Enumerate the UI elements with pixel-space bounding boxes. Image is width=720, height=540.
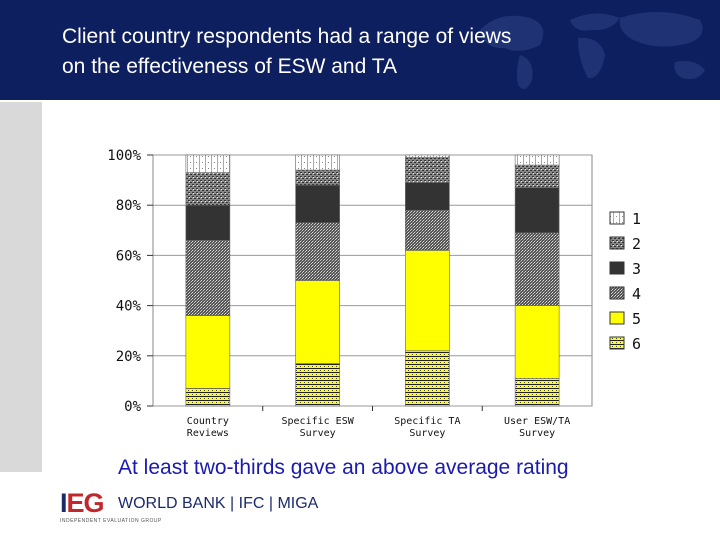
bar-segment: [514, 187, 560, 234]
y-tick-label: 0%: [124, 399, 141, 415]
legend-swatch: [609, 336, 625, 350]
bar-segment: [405, 250, 450, 352]
legend-label: 5: [632, 310, 641, 328]
world-map-watermark: [480, 11, 705, 89]
bar-segment: [514, 378, 560, 407]
x-category-label: Specific ESW: [282, 416, 355, 427]
x-category-label: Survey: [519, 428, 555, 439]
x-category-label: User ESW/TA: [504, 416, 570, 427]
y-tick-label: 20%: [116, 349, 142, 365]
bar-segment: [405, 350, 450, 407]
legend-label: 1: [632, 210, 641, 228]
legend-swatch: [609, 211, 625, 225]
bar-segment: [185, 204, 231, 241]
bar-segment: [295, 184, 340, 224]
y-tick-label: 80%: [116, 198, 142, 214]
y-tick-label: 60%: [116, 248, 142, 264]
bar-segment: [514, 232, 560, 306]
ieg-logo-letters-eg: EG: [66, 488, 105, 518]
bar-segment: [295, 222, 340, 281]
slide-title: Client country respondents had a range o…: [62, 22, 662, 82]
bar-segment: [185, 388, 231, 407]
slide-title-line-2: on the effectiveness of ESW and TA: [62, 55, 398, 78]
legend-swatch: [609, 286, 625, 300]
bar-segment: [514, 154, 560, 166]
bar-segment: [405, 182, 450, 211]
legend-label: 4: [632, 285, 641, 303]
bar-segment: [514, 164, 560, 188]
ieg-logo: IEG WORLD BANK | IFC | MIGA INDEPENDENT …: [60, 488, 360, 528]
world-bank-group-text: WORLD BANK | IFC | MIGA: [118, 495, 319, 512]
ieg-logo-mark: IEG: [60, 488, 105, 519]
slide-title-line-1: Client country respondents had a range o…: [62, 25, 512, 48]
bar-segment: [295, 280, 340, 364]
bar-segment: [185, 240, 231, 316]
legend-label: 2: [632, 235, 641, 253]
x-category-label: Country: [187, 416, 229, 427]
x-category-label: Survey: [300, 428, 336, 439]
ieg-logo-subtitle: INDEPENDENT EVALUATION GROUP: [60, 518, 162, 524]
x-category-label: Reviews: [187, 428, 229, 439]
bar-segment: [405, 154, 450, 158]
legend-swatch: [609, 261, 625, 275]
y-tick-label: 40%: [116, 299, 142, 315]
legend-label: 6: [632, 335, 641, 353]
bar-segment: [295, 363, 340, 407]
x-category-label: Survey: [409, 428, 445, 439]
bar-segment: [185, 172, 231, 206]
bar-segment: [185, 154, 231, 173]
bar-segment: [295, 154, 340, 171]
bar-segment: [185, 315, 231, 389]
bar-segment: [295, 169, 340, 186]
bar-segment: [514, 305, 560, 379]
x-category-label: Specific TA: [394, 416, 460, 427]
bar-segment: [405, 209, 450, 251]
y-tick-label: 100%: [107, 148, 141, 164]
legend-swatch: [609, 236, 625, 250]
legend-swatch: [609, 311, 625, 325]
bar-segment: [405, 157, 450, 183]
ieg-logo-letter-i: I: [60, 488, 67, 518]
legend-label: 3: [632, 260, 641, 278]
slide-header: Client country respondents had a range o…: [0, 0, 720, 100]
chart-caption: At least two-thirds gave an above averag…: [118, 456, 569, 479]
left-accent-bar: [0, 102, 42, 472]
